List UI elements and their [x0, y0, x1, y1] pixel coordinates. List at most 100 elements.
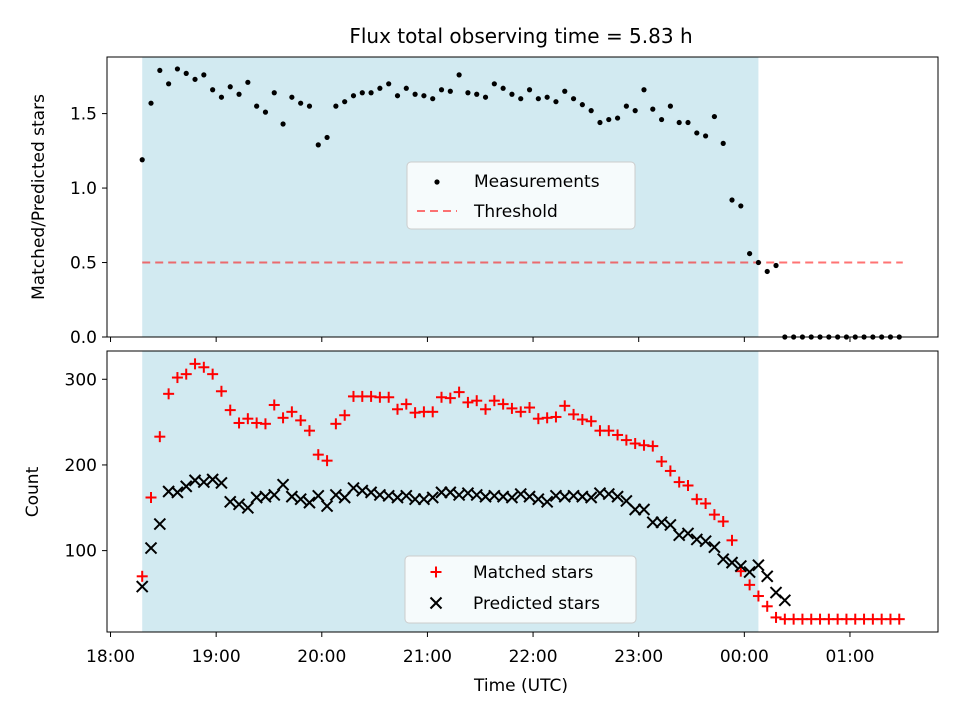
predicted-star-point	[224, 495, 237, 508]
cross-stroke	[681, 527, 695, 540]
top-y-tick-label: 0.5	[70, 254, 97, 274]
cross-stroke	[620, 494, 633, 508]
legend-cross	[429, 596, 443, 610]
measurement-point	[438, 87, 445, 93]
measurement-point	[254, 103, 260, 109]
cross-stroke	[320, 499, 334, 513]
matched-star-point	[295, 414, 307, 426]
matched-star-point	[620, 434, 632, 446]
measurement-point	[509, 91, 515, 97]
predicted-star-point	[611, 490, 624, 503]
measurement-point	[192, 76, 198, 82]
measurement-point	[271, 90, 277, 96]
cross-stroke	[435, 486, 448, 499]
predicted-star-point	[400, 489, 413, 502]
predicted-star-point	[180, 480, 193, 493]
matched-star-point	[383, 391, 395, 403]
top-x-ticks	[110, 337, 851, 342]
matched-star-point	[171, 372, 183, 384]
measurement-point	[350, 93, 357, 99]
measurement-point	[201, 72, 207, 78]
predicted-star-point	[364, 486, 378, 499]
cross-stroke	[417, 493, 431, 506]
bottom-x-tick-label: 01:00	[825, 647, 874, 667]
measurement-point	[641, 87, 647, 93]
predicted-star-point	[725, 556, 739, 569]
matched-star-point	[480, 403, 492, 415]
cross-stroke	[611, 490, 624, 503]
legend-measurements-label: Measurements	[474, 172, 600, 192]
matched-star-point	[656, 456, 668, 468]
measurement-point	[236, 91, 242, 97]
predicted-star-point	[778, 594, 792, 607]
cross-stroke	[136, 580, 149, 593]
cross-stroke	[408, 493, 422, 506]
cross-stroke	[294, 493, 307, 506]
cross-stroke	[769, 586, 783, 599]
predicted-star-point	[303, 496, 316, 509]
measurement-point	[570, 96, 577, 102]
measurement-point	[632, 108, 638, 114]
measurement-point	[342, 99, 348, 105]
measurement-point	[394, 93, 401, 99]
cross-stroke	[206, 473, 219, 486]
bottom-y-axis-label: Count	[23, 466, 43, 517]
matched-star-point	[312, 449, 324, 461]
predicted-star-point	[206, 473, 219, 486]
measurement-point	[685, 119, 691, 126]
matched-star-point	[427, 406, 439, 418]
matched-star-point	[585, 415, 597, 427]
measurement-point	[623, 103, 629, 109]
cross-stroke	[505, 491, 519, 504]
cross-stroke	[224, 495, 237, 508]
measurement-point	[738, 203, 744, 209]
cross-stroke	[514, 487, 527, 501]
top-panel: 0.0 0.5 1.0 1.5 Matched/Predicted stars Mea…	[29, 56, 939, 348]
bottom-panel: 100 200 300 18:00 19:00 20:00 21:00 22:00 23:00…	[23, 350, 939, 696]
predicted-star-points	[136, 473, 792, 607]
matched-star-point	[629, 438, 641, 450]
measurement-point	[755, 259, 762, 266]
predicted-star-point	[171, 486, 184, 499]
predicted-star-point	[655, 516, 668, 529]
bottom-y-tick-label: 100	[65, 542, 97, 562]
measurement-point	[650, 106, 656, 112]
matched-star-point	[647, 440, 659, 452]
matched-star-point	[559, 400, 571, 412]
legend-predicted-marker	[429, 596, 443, 610]
predicted-star-point	[532, 493, 545, 506]
cross-stroke	[329, 488, 343, 502]
cross-stroke	[259, 490, 272, 503]
matched-star-point	[268, 399, 280, 411]
predicted-star-point	[241, 501, 255, 514]
cross-stroke	[347, 481, 360, 495]
measurement-point	[544, 94, 550, 100]
matched-star-point	[550, 411, 562, 423]
predicted-star-point	[708, 540, 721, 554]
cross-stroke	[584, 491, 598, 504]
cross-stroke	[637, 503, 651, 516]
matched-star-point	[515, 406, 527, 418]
measurement-point	[245, 79, 251, 85]
cross-stroke	[276, 478, 290, 491]
predicted-star-point	[761, 570, 774, 583]
measurement-point	[139, 157, 145, 163]
cross-stroke	[364, 486, 378, 499]
matched-star-point	[752, 590, 764, 602]
legend-matched-marker	[430, 566, 442, 578]
measurement-point	[491, 81, 497, 87]
cross-stroke	[602, 487, 615, 501]
cross-stroke	[391, 491, 404, 504]
predicted-star-point	[215, 476, 228, 490]
matched-star-point	[488, 395, 500, 407]
top-legend: Measurements Threshold	[406, 161, 636, 230]
measurement-point	[518, 96, 524, 102]
measurement-point	[500, 85, 506, 91]
bottom-x-ticks: 18:00 19:00 20:00 21:00 22:00 23:00 00:00 01:00	[86, 632, 874, 667]
legend-predicted-label: Predicted stars	[473, 594, 600, 614]
matched-star-point	[303, 425, 315, 437]
measurement-point	[359, 90, 365, 96]
cross-stroke	[215, 476, 228, 490]
matched-star-point	[277, 412, 289, 424]
cross-stroke	[444, 486, 457, 499]
